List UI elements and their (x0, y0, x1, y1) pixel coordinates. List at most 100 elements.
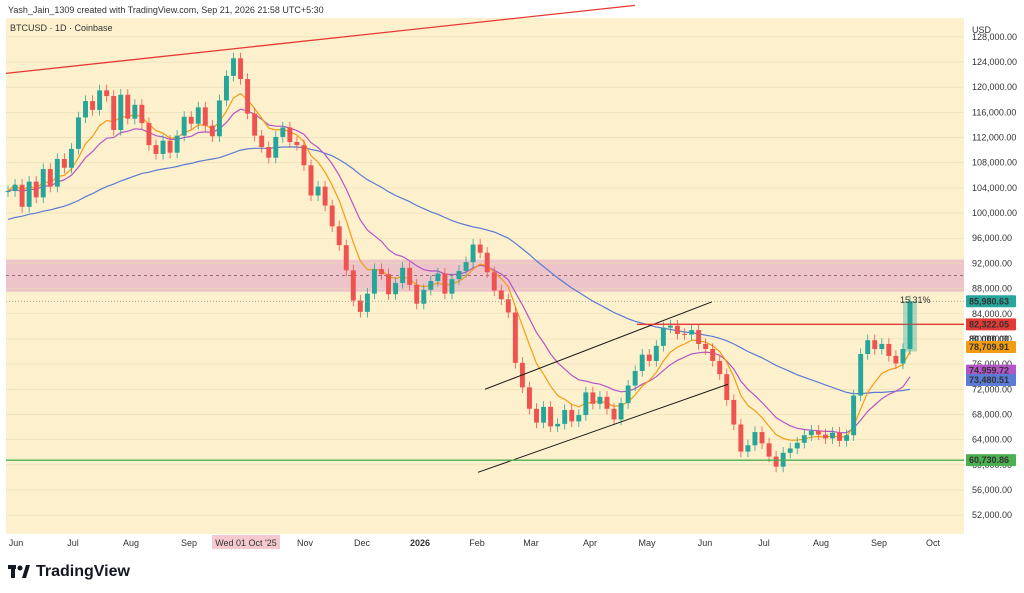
candle (569, 410, 575, 422)
candle (470, 244, 476, 263)
y-tick-label: 100,000.00 (972, 208, 1017, 218)
candle (209, 125, 215, 137)
candle (132, 104, 138, 119)
candle (787, 448, 793, 453)
currency-label[interactable]: USD (972, 25, 992, 35)
candle (12, 184, 18, 192)
chart-attribution: Yash_Jain_1309 created with TradingView.… (8, 5, 324, 15)
candle (26, 181, 32, 207)
candle (773, 456, 779, 467)
candle (590, 392, 596, 404)
ema-slow-line (7, 146, 911, 395)
candle (604, 396, 610, 409)
price-tag (966, 295, 1016, 308)
candle (576, 415, 582, 422)
candle (625, 385, 631, 404)
candle (808, 430, 814, 436)
candle (449, 279, 455, 294)
candle (68, 148, 74, 168)
channel-upper-line (484, 301, 713, 390)
x-tick-label: Sep (871, 538, 887, 548)
candle (47, 169, 53, 187)
price-tag-label: 82,322.05 (969, 319, 1009, 329)
candle (830, 432, 835, 439)
price-tag-label: 73,480.51 (969, 375, 1009, 385)
price-tag (966, 364, 1016, 377)
candle (252, 113, 258, 136)
candle (33, 181, 39, 198)
candle (477, 244, 483, 253)
candle (456, 270, 462, 280)
candle (421, 289, 427, 304)
price-tag-label: 74,959.72 (969, 366, 1009, 376)
candle (752, 432, 758, 446)
y-tick-label: 96,000.00 (972, 233, 1012, 243)
candle (886, 343, 892, 356)
candle (407, 267, 413, 285)
y-tick-label: 64,000.00 (972, 435, 1012, 445)
candle (632, 371, 638, 386)
candle (815, 430, 821, 435)
candle (710, 348, 716, 361)
candle (907, 301, 913, 349)
price-tag-label: 85,980.63 (969, 296, 1009, 306)
candle (548, 406, 554, 427)
candle (611, 408, 617, 420)
candle (717, 360, 723, 375)
candle (498, 290, 504, 300)
candle (505, 299, 511, 313)
candle (442, 273, 448, 294)
candle (188, 116, 194, 124)
upper-trendline (5, 4, 636, 75)
candle (273, 136, 279, 158)
x-tick-label: Jun (9, 538, 24, 548)
candle (484, 252, 490, 273)
candle (111, 96, 117, 131)
y-tick-label: 108,000.00 (972, 158, 1017, 168)
candle (259, 135, 265, 147)
x-tick-label: Jul (758, 538, 770, 548)
x-tick-label: Oct (926, 538, 941, 548)
candle (301, 145, 307, 166)
candle (674, 325, 680, 334)
candle (562, 410, 568, 424)
candle (202, 107, 208, 126)
candle (682, 333, 687, 335)
candle (724, 374, 730, 400)
price-tag (966, 318, 1016, 331)
candle (174, 135, 180, 153)
candle (393, 282, 399, 295)
candle (266, 147, 272, 158)
y-tick-label: 124,000.00 (972, 57, 1017, 67)
candle (294, 141, 300, 146)
candle (223, 75, 229, 101)
candle (759, 432, 765, 444)
candle (541, 406, 547, 423)
symbol-label: BTCUSD · 1D · Coinbase (10, 23, 113, 33)
candle (851, 395, 857, 436)
candle (801, 435, 807, 443)
candle (696, 330, 702, 344)
candle (216, 100, 222, 137)
measure-box (903, 301, 917, 352)
candle (639, 354, 645, 372)
candle (653, 345, 659, 361)
candle (329, 205, 335, 227)
candle (555, 423, 561, 427)
y-tick-label: 92,000.00 (972, 258, 1012, 268)
candle (731, 399, 737, 425)
candle (794, 442, 800, 449)
candle (118, 94, 124, 131)
y-tick-label: 120,000.00 (972, 82, 1017, 92)
candle (357, 300, 363, 312)
candle (703, 343, 709, 349)
x-tick-label: Feb (469, 538, 485, 548)
x-tick-label: Aug (813, 538, 829, 548)
candle (414, 284, 420, 304)
brand-name: TradingView (36, 563, 130, 580)
candle (308, 165, 314, 196)
x-tick-label: Jul (67, 538, 79, 548)
candle (61, 158, 67, 168)
candle (667, 325, 673, 328)
